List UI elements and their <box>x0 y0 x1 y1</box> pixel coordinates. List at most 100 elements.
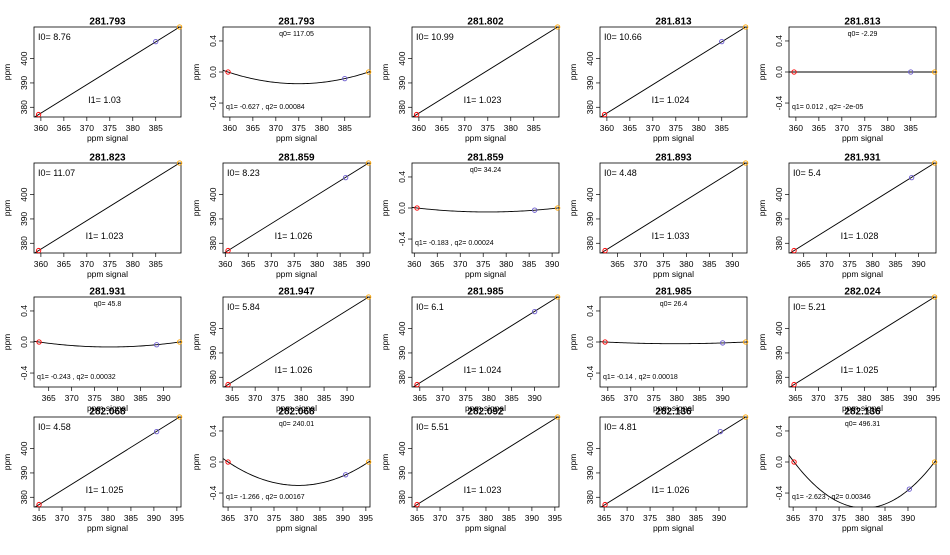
panel-title: 281.931 <box>844 153 881 164</box>
i0-label: I0= 4.81 <box>604 422 637 432</box>
fit-curve <box>600 341 747 345</box>
x-tick-label: 380 <box>670 393 684 403</box>
x-axis-label: ppm signal <box>465 133 506 143</box>
data-point <box>35 111 42 118</box>
data-point <box>35 247 42 254</box>
x-tick-label: 380 <box>866 259 880 269</box>
x-tick-label: 375 <box>103 259 117 269</box>
x-tick-label: 365 <box>797 259 811 269</box>
data-point <box>554 24 561 30</box>
x-tick-label: 370 <box>633 259 647 269</box>
plot-frame <box>222 296 371 388</box>
data-point <box>908 69 914 75</box>
x-tick-label: 375 <box>669 123 683 133</box>
data-point <box>931 294 938 300</box>
x-tick-label: 360 <box>600 123 614 133</box>
fit-line <box>412 417 559 507</box>
y-axis-label: ppm <box>568 64 578 81</box>
q1-q2-label: q1= -0.627 , q2= 0.00084 <box>226 104 305 111</box>
y-tick-label: 0.0 <box>19 336 29 348</box>
x-tick-label: 385 <box>149 123 163 133</box>
x-tick-label: 390 <box>725 259 739 269</box>
i1-label: I1= 1.024 <box>464 365 502 375</box>
data-point <box>176 24 183 30</box>
x-tick-label: 385 <box>124 513 138 523</box>
x-tick-label: 380 <box>679 259 693 269</box>
x-tick-label: 360 <box>218 259 232 269</box>
panel-title: 281.859 <box>278 153 315 164</box>
x-tick-label: 385 <box>149 259 163 269</box>
y-tick-label: 400 <box>397 51 407 65</box>
data-point <box>554 205 561 211</box>
y-tick-label: 380 <box>397 370 407 384</box>
y-tick-label: 0.0 <box>774 456 784 468</box>
i1-label: I1= 1.026 <box>275 365 313 375</box>
data-point <box>342 75 348 82</box>
y-tick-label: -0.4 <box>397 231 407 246</box>
x-tick-label: 375 <box>832 513 846 523</box>
x-tick-label: 365 <box>435 123 449 133</box>
data-point <box>225 69 231 75</box>
panel-title: 282.068 <box>278 407 315 418</box>
fit-curve <box>34 340 181 348</box>
plot-frame <box>222 162 371 254</box>
i1-label: I1= 1.025 <box>86 485 124 495</box>
y-tick-label: 390 <box>19 212 29 226</box>
data-point <box>154 428 160 435</box>
x-tick-label: 375 <box>481 123 495 133</box>
y-tick-label: 380 <box>19 100 29 114</box>
i1-label: I1= 1.028 <box>841 231 879 241</box>
y-tick-label: 400 <box>208 187 218 201</box>
x-tick-label: 380 <box>290 513 304 523</box>
panel-title: 281.802 <box>467 17 504 28</box>
y-tick-label: 0.4 <box>208 35 218 47</box>
i1-label: I1= 1.026 <box>652 485 690 495</box>
x-tick-label: 370 <box>646 123 660 133</box>
data-point <box>343 472 349 478</box>
calibration-panel: 281.931 365 370 375 380 385 390 ppm signal 0.4 0.… <box>2 287 183 413</box>
y-tick-label: 0.4 <box>774 425 784 437</box>
x-tick-label: 380 <box>504 123 518 133</box>
x-tick-label: 385 <box>502 513 516 523</box>
x-axis-label: ppm signal <box>87 269 128 279</box>
data-point <box>414 381 420 388</box>
y-tick-label: 0.0 <box>585 336 595 348</box>
x-tick-label: 370 <box>80 259 94 269</box>
fit-curve <box>789 454 936 507</box>
x-tick-label: 375 <box>267 513 281 523</box>
y-tick-label: 0.0 <box>208 456 218 468</box>
x-tick-label: 375 <box>88 393 102 403</box>
x-tick-label: 370 <box>820 259 834 269</box>
fit-curve <box>223 69 370 85</box>
y-tick-label: 400 <box>397 321 407 335</box>
x-axis-label: ppm signal <box>276 403 317 413</box>
x-tick-label: 365 <box>42 393 56 403</box>
data-point <box>36 339 42 345</box>
x-tick-label: 385 <box>904 123 918 133</box>
x-tick-label: 390 <box>901 513 915 523</box>
panel-title: 281.823 <box>89 153 126 164</box>
q0-label: q0= -2.29 <box>848 31 878 38</box>
y-axis-label: ppm <box>757 454 767 471</box>
x-tick-label: 380 <box>881 123 895 133</box>
y-tick-label: -0.4 <box>774 95 784 110</box>
data-point <box>742 160 749 166</box>
x-tick-label: 365 <box>597 513 611 523</box>
y-tick-label: 390 <box>774 212 784 226</box>
x-tick-label: 370 <box>453 259 467 269</box>
x-tick-label: 370 <box>436 393 450 403</box>
y-tick-label: 380 <box>397 490 407 504</box>
i0-label: I0= 5.21 <box>793 302 826 312</box>
x-tick-label: 385 <box>888 259 902 269</box>
y-tick-label: 390 <box>19 76 29 90</box>
plot-frame <box>788 296 937 388</box>
x-tick-label: 390 <box>356 259 370 269</box>
x-tick-label: 385 <box>522 259 536 269</box>
x-tick-label: 365 <box>413 393 427 403</box>
x-tick-label: 385 <box>313 513 327 523</box>
